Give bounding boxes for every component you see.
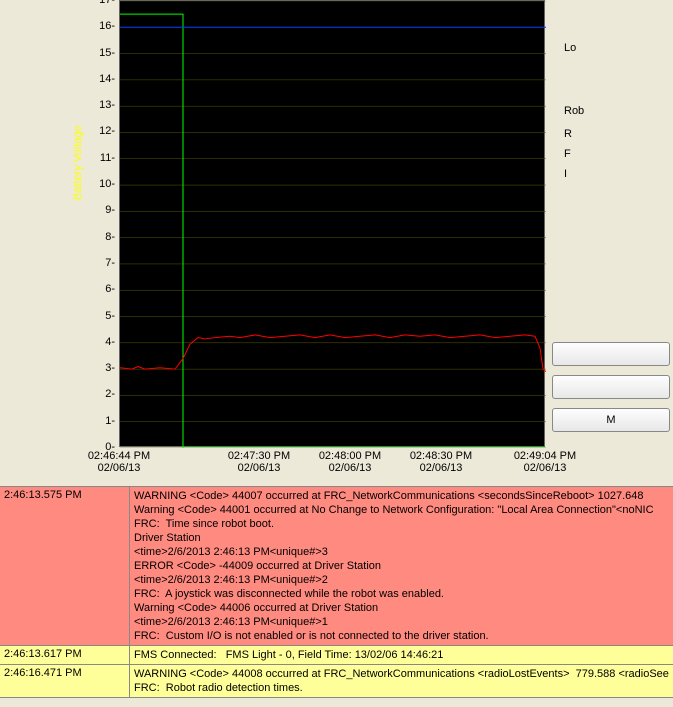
green-series: [120, 14, 546, 448]
log-row[interactable]: 2:46:16.471 PMWARNING <Code> 44008 occur…: [0, 665, 673, 698]
log-row[interactable]: 2:46:13.617 PMFMS Connected: FMS Light -…: [0, 646, 673, 665]
y-tick: 12-: [99, 125, 115, 137]
chart-svg: [120, 1, 546, 448]
log-time-cell: 2:46:16.471 PM: [0, 665, 130, 697]
y-tick: 2-: [105, 388, 115, 400]
y-tick: 9-: [105, 204, 115, 216]
log-table: 2:46:13.575 PMWARNING <Code> 44007 occur…: [0, 486, 673, 698]
y-tick: 6-: [105, 283, 115, 295]
x-tick: 02:47:30 PM02/06/13: [228, 450, 290, 474]
log-message-cell: WARNING <Code> 44008 occurred at FRC_Net…: [130, 665, 673, 697]
right-panel-button[interactable]: M: [552, 408, 670, 432]
log-message-cell: WARNING <Code> 44007 occurred at FRC_Net…: [130, 487, 673, 645]
log-row[interactable]: 2:46:13.575 PMWARNING <Code> 44007 occur…: [0, 487, 673, 646]
right-panel-label: F: [564, 148, 571, 160]
right-panel-button[interactable]: [552, 342, 670, 366]
y-tick: 13-: [99, 99, 115, 111]
x-tick: 02:48:00 PM02/06/13: [319, 450, 381, 474]
right-panel-label: Lo: [564, 42, 576, 54]
y-tick: 7-: [105, 257, 115, 269]
y-tick: 8-: [105, 231, 115, 243]
red-series: [120, 335, 546, 372]
y-tick: 17-: [99, 0, 115, 6]
y-tick: 4-: [105, 336, 115, 348]
log-time-cell: 2:46:13.575 PM: [0, 487, 130, 645]
right-panel-button[interactable]: [552, 375, 670, 399]
x-tick: 02:46:44 PM02/06/13: [88, 450, 150, 474]
log-time-cell: 2:46:13.617 PM: [0, 646, 130, 664]
y-tick: 10-: [99, 178, 115, 190]
y-tick: 3-: [105, 362, 115, 374]
y-tick: 5-: [105, 310, 115, 322]
right-panel-label: Rob: [564, 105, 584, 117]
right-panel: Lo Rob RFI M: [548, 0, 673, 486]
y-tick: 15-: [99, 47, 115, 59]
chart-area: Battery Voltage 0-1-2-3-4-5-6-7-8-9-10-1…: [0, 0, 673, 486]
x-tick: 02:48:30 PM02/06/13: [410, 450, 472, 474]
y-tick: 11-: [100, 152, 115, 164]
y-tick: 16-: [99, 20, 115, 32]
log-message-cell: FMS Connected: FMS Light - 0, Field Time…: [130, 646, 673, 664]
y-tick: 1-: [105, 415, 115, 427]
chart-plot[interactable]: [119, 0, 545, 447]
right-panel-label: I: [564, 168, 567, 180]
y-axis-label: Battery Voltage: [72, 125, 84, 200]
right-panel-label: R: [564, 128, 572, 140]
y-tick: 14-: [99, 73, 115, 85]
